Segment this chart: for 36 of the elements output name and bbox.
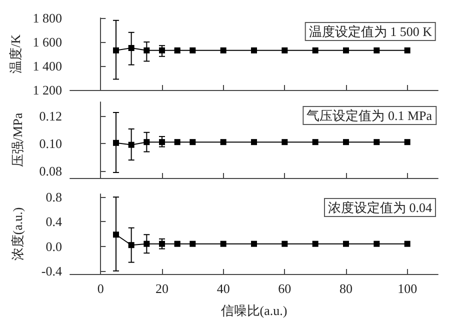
x-tick-label: 100 <box>398 281 418 296</box>
point <box>404 240 410 247</box>
annotation: 温度设定值为 1 500 K <box>308 24 433 39</box>
point <box>159 240 165 247</box>
point <box>312 240 318 247</box>
x-tick-label: 60 <box>278 281 292 296</box>
point <box>251 240 257 247</box>
point <box>343 240 349 247</box>
point <box>190 240 196 247</box>
y-tick-label: -0.4 <box>41 263 62 278</box>
y-tick-label: 1 600 <box>32 34 62 50</box>
y-axis-title: 浓度(a.u.) <box>10 207 25 261</box>
y-tick-label: 0.10 <box>39 136 62 151</box>
point <box>282 240 288 247</box>
y-axis-title: 温度/K <box>8 34 23 74</box>
point <box>128 242 134 248</box>
point <box>144 240 150 247</box>
y-axis-title: 压强/MPa <box>10 112 25 168</box>
point <box>113 232 119 238</box>
y-tick-label: 0.8 <box>46 190 62 205</box>
annotation: 浓度设定值为 0.04 <box>328 200 432 215</box>
y-tick-label: 0.0 <box>46 238 62 254</box>
x-tick-label: 20 <box>156 281 168 296</box>
point <box>374 240 380 247</box>
point <box>220 240 226 247</box>
x-tick-label: 40 <box>216 281 230 296</box>
y-tick-label: 1 400 <box>32 58 62 74</box>
y-tick-label: 0.08 <box>39 164 62 179</box>
x-tick-label: 80 <box>340 281 352 296</box>
y-tick-label: 1 200 <box>32 82 62 98</box>
x-tick-label: 0 <box>97 281 104 296</box>
annotation: 气压设定值为 0.1 MPa <box>306 108 432 123</box>
x-axis-title: 信噪比(a.u.) <box>220 303 288 318</box>
y-tick-label: 0.12 <box>39 108 62 124</box>
y-tick-label: 1 800 <box>32 10 62 26</box>
y-tick-label: 0.4 <box>46 214 62 230</box>
